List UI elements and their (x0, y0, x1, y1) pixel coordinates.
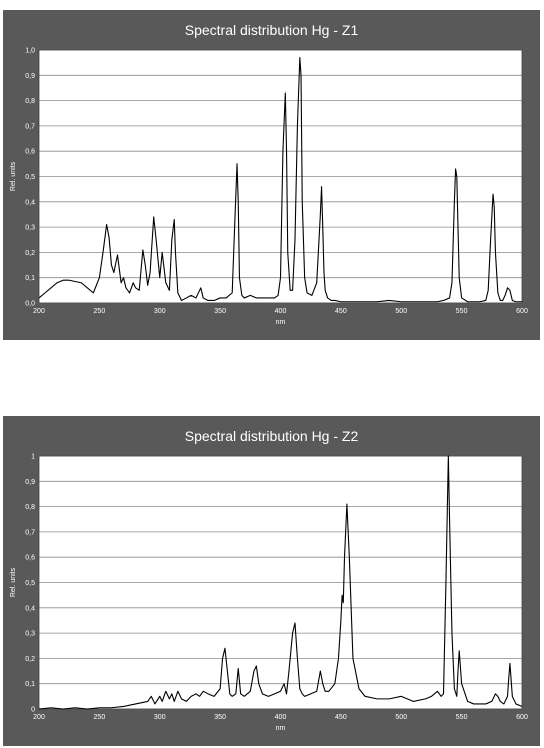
x-tick-label: 250 (94, 308, 106, 315)
y-tick-label: 0,8 (25, 504, 35, 511)
y-tick-label: 0,3 (25, 225, 35, 232)
x-tick-label: 250 (94, 714, 106, 721)
y-axis-label: Rel. units (10, 161, 17, 191)
y-tick-label: 1 (31, 454, 35, 461)
series-line (38, 57, 522, 303)
y-tick-label: 0,3 (25, 631, 35, 638)
y-tick-label: 0,0 (25, 301, 35, 308)
y-tick-label: 0,7 (25, 529, 35, 536)
chart-title: Spectral distribution Hg - Z2 (184, 428, 359, 444)
x-tick-label: 550 (456, 714, 468, 721)
x-tick-label: 600 (516, 714, 528, 721)
x-tick-label: 300 (154, 714, 166, 721)
x-tick-label: 400 (275, 308, 287, 315)
x-tick-label: 350 (214, 714, 226, 721)
y-tick-label: 0,5 (25, 174, 35, 181)
y-tick-label: 0,4 (25, 199, 35, 206)
x-tick-label: 200 (33, 308, 45, 315)
chart-panel-z1: Spectral distribution Hg - Z1 0,0 0,1 0,2 0… (3, 10, 540, 340)
y-tick-label: 0,9 (25, 73, 35, 80)
y-tick-label: 0,2 (25, 250, 35, 257)
y-tick-label: 1,0 (25, 48, 35, 55)
x-tick-label: 500 (395, 714, 407, 721)
y-tick-label: 0,9 (25, 479, 35, 486)
y-tick-label: 0,8 (25, 98, 35, 105)
y-tick-label: 0,4 (25, 605, 35, 612)
x-tick-label: 600 (516, 308, 528, 315)
y-tick-label: 0,1 (25, 681, 35, 688)
y-tick-label: 0,6 (25, 149, 35, 156)
series-line (38, 455, 523, 710)
x-tick-label: 300 (154, 308, 166, 315)
y-tick-label: 0,7 (25, 123, 35, 130)
plot-border (38, 455, 523, 710)
x-tick-label: 500 (395, 308, 407, 315)
spectral-chart-z2: 0 0,1 0,2 0,3 0,4 0,5 0,6 0,7 0,8 0,9 1 200 250 300 35… (10, 454, 528, 733)
x-tick-label: 550 (456, 308, 468, 315)
x-tick-label: 400 (275, 714, 287, 721)
chart-title: Spectral distribution Hg - Z1 (184, 22, 359, 38)
x-tick-label: 350 (214, 308, 226, 315)
plot-border (38, 49, 523, 304)
y-tick-label: 0,1 (25, 275, 35, 282)
y-axis-label: Rel. units (10, 567, 17, 597)
y-tick-label: 0,5 (25, 580, 35, 587)
y-tick-label: 0 (31, 707, 35, 714)
y-tick-label: 0,2 (25, 656, 35, 663)
x-tick-label: 450 (335, 714, 347, 721)
chart-panel-z2: Spectral distribution Hg - Z2 0 0,1 0,2 0,3… (3, 416, 540, 746)
x-axis-label: nm (276, 725, 286, 732)
x-tick-label: 450 (335, 308, 347, 315)
x-axis-label: nm (276, 319, 286, 326)
spectral-chart-z1: 0,0 0,1 0,2 0,3 0,4 0,5 0,6 0,7 0,8 0,9 1,0 200 250 3… (10, 48, 528, 327)
x-tick-label: 200 (33, 714, 45, 721)
y-tick-label: 0,6 (25, 555, 35, 562)
